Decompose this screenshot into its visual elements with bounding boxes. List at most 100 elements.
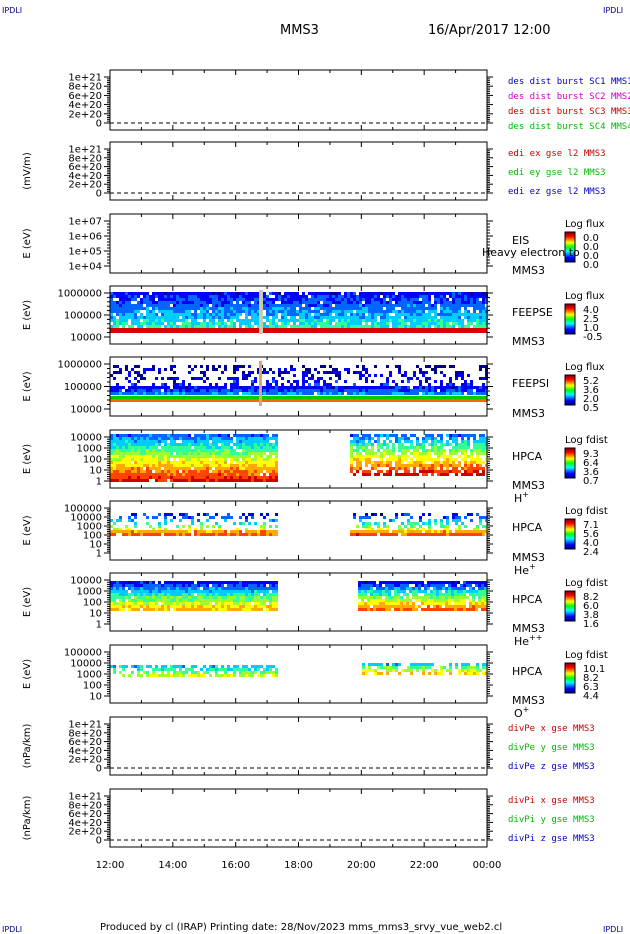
heatmap-cell xyxy=(281,371,284,374)
heatmap-cell xyxy=(143,464,146,467)
heatmap-cell xyxy=(230,325,233,328)
heatmap-cell xyxy=(407,440,410,443)
heatmap-cell xyxy=(329,307,332,310)
heatmap-cell xyxy=(116,470,119,473)
heatmap-cell xyxy=(116,322,119,325)
heatmap-cell xyxy=(308,325,311,328)
heatmap-cell xyxy=(467,443,470,446)
heatmap-cell xyxy=(125,298,128,301)
heatmap-cell xyxy=(431,473,434,476)
heatmap-cell xyxy=(218,581,221,584)
heatmap-cell xyxy=(272,461,275,464)
heatmap-cell xyxy=(374,322,377,325)
heatmap-cell xyxy=(443,392,446,395)
heatmap-cell xyxy=(275,525,278,528)
heatmap-cell xyxy=(425,467,428,470)
heatmap-cell xyxy=(209,449,212,452)
heatmap-cell xyxy=(242,386,245,389)
heatmap-cell xyxy=(143,593,146,596)
heatmap-cell xyxy=(422,473,425,476)
heatmap-cell xyxy=(131,599,134,602)
heatmap-cell xyxy=(386,533,389,536)
y-tick-label: 6e+20 xyxy=(68,162,102,173)
heatmap-cell xyxy=(380,383,383,386)
heatmap-cell xyxy=(230,470,233,473)
heatmap-cell xyxy=(224,516,227,519)
heatmap-cell xyxy=(443,316,446,319)
heatmap-cell xyxy=(311,392,314,395)
heatmap-cell xyxy=(155,389,158,392)
heatmap-cell xyxy=(440,519,443,522)
heatmap-cell xyxy=(182,596,185,599)
heatmap-cell xyxy=(164,434,167,437)
heatmap-cell xyxy=(110,608,113,611)
heatmap-cell xyxy=(176,467,179,470)
heatmap-cell xyxy=(122,446,125,449)
heatmap-cell xyxy=(236,295,239,298)
heatmap-cell xyxy=(194,602,197,605)
heatmap-cell xyxy=(350,443,353,446)
heatmap-cell xyxy=(383,325,386,328)
heatmap-cell xyxy=(200,437,203,440)
heatmap-cell xyxy=(143,434,146,437)
heatmap-cell xyxy=(431,458,434,461)
heatmap-cell xyxy=(152,599,155,602)
heatmap-cell xyxy=(206,322,209,325)
heatmap-cell xyxy=(209,307,212,310)
heatmap-cell xyxy=(152,458,155,461)
heatmap-cell xyxy=(119,437,122,440)
heatmap-cell xyxy=(146,581,149,584)
heatmap-cell xyxy=(155,533,158,536)
heatmap-cell xyxy=(269,449,272,452)
heatmap-cell xyxy=(347,307,350,310)
colorbar-tick: 4.0 xyxy=(583,305,599,316)
heatmap-cell xyxy=(479,446,482,449)
heatmap-cell xyxy=(173,307,176,310)
heatmap-cell xyxy=(266,319,269,322)
heatmap-cell xyxy=(356,467,359,470)
heatmap-cell xyxy=(356,386,359,389)
heatmap-cell xyxy=(134,464,137,467)
heatmap-cell xyxy=(374,533,377,536)
heatmap-cell xyxy=(152,449,155,452)
heatmap-cell xyxy=(155,605,158,608)
heatmap-cell xyxy=(131,455,134,458)
heatmap-cell xyxy=(365,449,368,452)
heatmap-cell xyxy=(158,467,161,470)
heatmap-cell xyxy=(224,434,227,437)
heatmap-cell xyxy=(269,461,272,464)
heatmap-cell xyxy=(245,386,248,389)
heatmap-cell xyxy=(368,386,371,389)
heatmap-cell xyxy=(149,593,152,596)
heatmap-cell xyxy=(224,533,227,536)
colorbar-tick: 9.3 xyxy=(583,449,599,460)
heatmap-cell xyxy=(392,530,395,533)
heatmap-cell xyxy=(113,479,116,482)
heatmap-cell xyxy=(362,530,365,533)
heatmap-cell xyxy=(476,470,479,473)
heatmap-cell xyxy=(149,316,152,319)
heatmap-cell xyxy=(248,461,251,464)
heatmap-cell xyxy=(113,464,116,467)
heatmap-cell xyxy=(461,325,464,328)
heatmap-cell xyxy=(176,593,179,596)
heatmap-cell xyxy=(368,437,371,440)
heatmap-cell xyxy=(248,479,251,482)
heatmap-cell xyxy=(161,605,164,608)
heatmap-cell xyxy=(263,322,266,325)
heatmap-cell xyxy=(419,295,422,298)
heatmap-cell xyxy=(455,316,458,319)
heatmap-cell xyxy=(119,389,122,392)
heatmap-cell xyxy=(302,374,305,377)
heatmap-cell xyxy=(131,602,134,605)
heatmap-cell xyxy=(371,304,374,307)
heatmap-cell xyxy=(413,473,416,476)
heatmap-cell xyxy=(344,292,347,295)
heatmap-cell xyxy=(122,584,125,587)
heatmap-cell xyxy=(458,449,461,452)
heatmap-cell xyxy=(422,461,425,464)
heatmap-cell xyxy=(440,292,443,295)
heatmap-cell xyxy=(284,386,287,389)
heatmap-cell xyxy=(272,301,275,304)
heatmap-cell xyxy=(464,458,467,461)
